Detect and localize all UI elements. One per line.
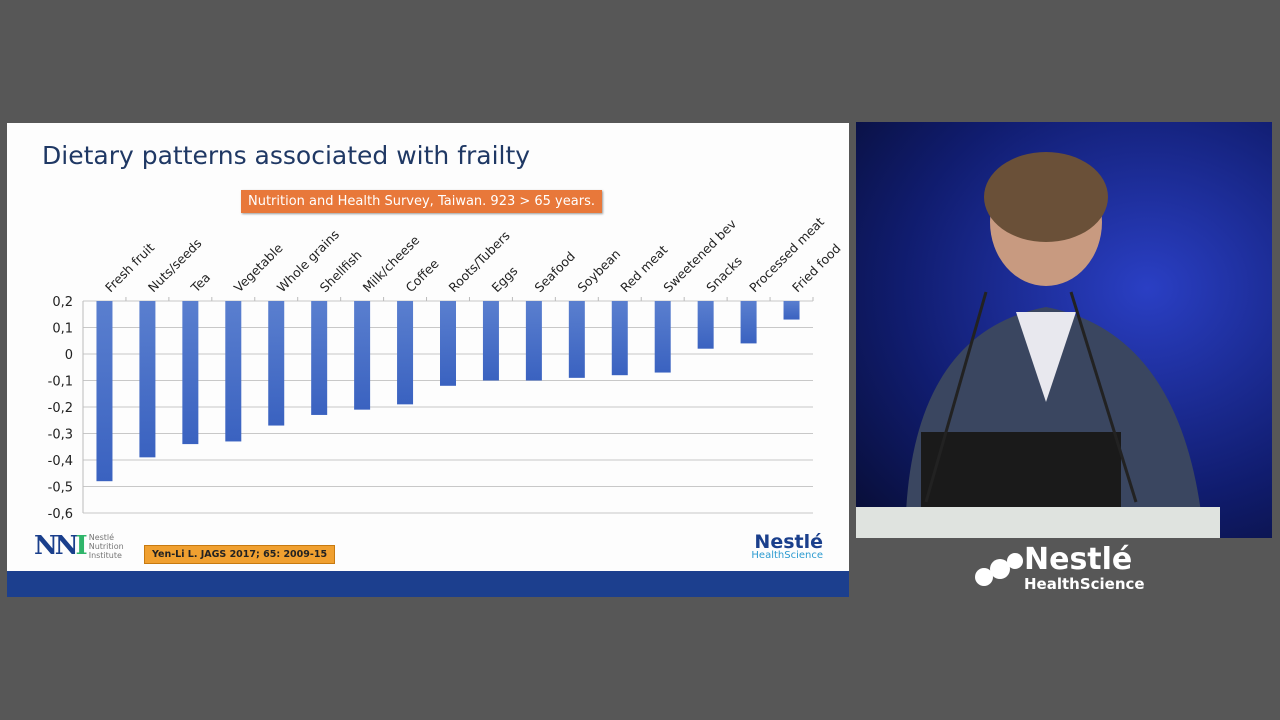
bar-shellfish: [311, 301, 328, 415]
nni-text: Institute: [88, 550, 122, 560]
x-tick-label: Processed meat: [746, 214, 827, 295]
bar-seafood: [525, 301, 542, 381]
brand-name: Nestlé: [754, 531, 823, 553]
nni-logo-mark: NNI: [34, 531, 88, 561]
x-tick-label: Eggs: [488, 263, 520, 295]
nestle-logo-icon: [975, 553, 1023, 586]
x-tick-label: Tea: [187, 270, 213, 296]
bar-fried-food: [783, 301, 800, 320]
brand-sub: HealthScience: [751, 550, 823, 561]
bar-nuts-seeds: [139, 301, 156, 458]
reference-label: Yen-Li L. JAGS 2017; 65: 2009-15: [144, 545, 336, 564]
speaker-video: [856, 122, 1272, 538]
x-tick-label: Seafood: [531, 249, 578, 296]
survey-label: Nutrition and Health Survey, Taiwan. 923…: [241, 190, 602, 213]
y-tick-label: -0,2: [48, 401, 73, 416]
nestle-health-science-logo: Nestlé HealthScience: [751, 531, 823, 561]
bar-roots-tubers: [440, 301, 456, 386]
bar-milk-cheese: [354, 301, 371, 410]
logo-sub: HealthScience: [1024, 575, 1145, 593]
bar-sweetened-bev: [654, 301, 671, 373]
y-tick-label: -0,6: [48, 507, 73, 522]
slide-footer-bar: [7, 571, 849, 597]
bar-snacks: [697, 301, 714, 349]
x-tick-label: Soybean: [574, 246, 623, 295]
x-tick-label: Snacks: [703, 253, 745, 295]
y-tick-label: 0,2: [52, 295, 73, 310]
nni-logo: NNI Nestlé Nutrition Institute: [34, 531, 124, 561]
nni-text: Nutrition: [88, 541, 124, 551]
bar-vegetable: [225, 301, 242, 442]
bar-coffee: [397, 301, 414, 405]
presentation-slide: Dietary patterns associated with frailty…: [7, 123, 849, 597]
nni-text: Nestlé: [88, 532, 115, 542]
bar-eggs: [482, 301, 499, 381]
y-tick-label: -0,5: [48, 481, 73, 496]
bar-whole-grains: [268, 301, 285, 426]
x-tick-label: Coffee: [403, 256, 442, 295]
slide-title: Dietary patterns associated with frailty: [42, 141, 531, 170]
x-tick-label: Sweetened bev: [660, 216, 739, 295]
nestle-health-science-overlay-logo: Nestlé HealthScience: [972, 545, 1145, 593]
y-tick-label: -0,4: [48, 454, 73, 469]
speaker-image: [856, 152, 1220, 538]
bar-processed-meat: [740, 301, 757, 344]
bar-soybean: [568, 301, 585, 378]
y-tick-label: -0,3: [48, 428, 73, 443]
bar-tea: [182, 301, 199, 445]
bar-fresh-fruit: [96, 301, 113, 482]
logo-name: Nestlé: [1024, 542, 1133, 577]
y-tick-label: -0,1: [48, 375, 73, 390]
bar-red-meat: [611, 301, 628, 376]
y-tick-label: 0: [65, 348, 73, 363]
y-tick-label: 0,1: [52, 322, 73, 337]
